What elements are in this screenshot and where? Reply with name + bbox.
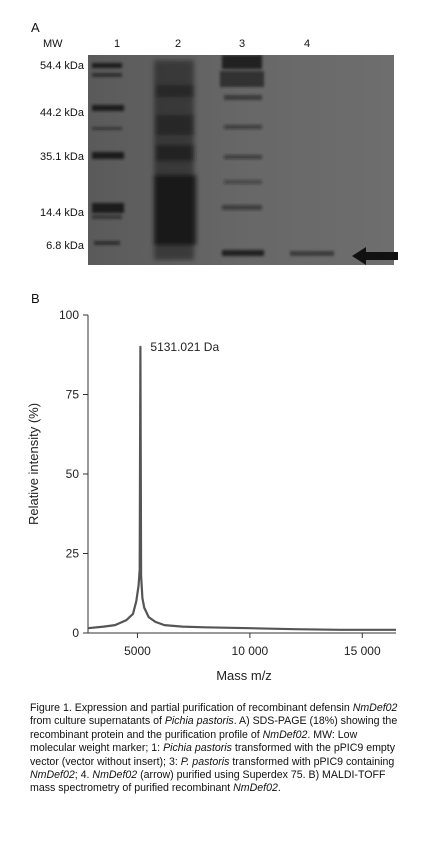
caption-text-8: (arrow) purified using Superdex 75. B) M… [30, 769, 386, 795]
lane-4 [290, 251, 334, 256]
y-tick-label: 0 [72, 626, 79, 640]
panel-a-label: A [31, 20, 40, 35]
y-tick-label: 100 [59, 308, 79, 322]
caption-gene-2: NmDef02 [262, 728, 308, 741]
caption-organism-2: Pichia pastoris [163, 742, 232, 755]
caption-gene-4: NmDef02 [92, 769, 138, 782]
caption-text-7: ; 4. [74, 769, 93, 782]
panel-b-label: B [31, 291, 40, 306]
gel-mw-header: MW [43, 38, 63, 50]
x-tick-label: 5000 [124, 644, 151, 658]
caption-text-5: transformed with the pPIC9 empty vector … [30, 742, 396, 768]
x-axis-label: Mass m/z [216, 668, 272, 683]
arrow-icon [352, 247, 398, 270]
caption-text-6: transformed with pPIC9 containing [229, 755, 395, 768]
x-tick-label: 10 000 [232, 644, 269, 658]
gel-lane-4-label: 4 [304, 38, 311, 50]
caption-gene-5: NmDef02 [233, 782, 278, 795]
marker-6-label: 6.8 kDa [46, 240, 84, 252]
caption-text-9: . [277, 782, 281, 795]
caption-text-1: Figure 1. Expression and partial purific… [30, 702, 353, 714]
caption-text-2: from culture supernatants of [30, 715, 165, 728]
marker-35-label: 35.1 kDa [39, 151, 84, 163]
caption-text-3: . A) SDS-PAGE (18%) showing the recombin… [30, 715, 398, 741]
y-tick-label: 25 [66, 547, 80, 561]
lane-2 [154, 60, 196, 260]
maldi-chart: 0 25 50 75 100 5000 10 000 15 000 Mass m/z Relati… [0, 300, 423, 695]
y-tick-label: 50 [66, 467, 80, 481]
peak-annotation: 5131.021 Da [150, 340, 219, 354]
caption-organism-1: Pichia pastoris [164, 715, 234, 728]
gel-lane-3-label: 3 [239, 38, 246, 50]
y-tick-label: 75 [66, 388, 80, 402]
caption-gene-3: NmDef02 [30, 769, 75, 782]
marker-54-label: 54.4 kDa [39, 60, 84, 72]
y-axis-label: Relative intensity (%) [26, 403, 41, 525]
lane-3 [220, 55, 264, 256]
marker-lane [92, 63, 124, 245]
caption-organism-short: P. pastoris [180, 755, 230, 768]
spectrum-line [87, 345, 396, 631]
caption-text-4: . MW: Low molecular weight marker; 1: [30, 728, 358, 755]
figure-caption: Figure 1. Expression and partial purific… [30, 702, 402, 796]
x-tick-label: 15 000 [344, 644, 381, 658]
gel-lane-1-label: 1 [114, 38, 121, 50]
sds-page-gel [88, 55, 394, 265]
caption-gene-1: NmDef02 [352, 702, 398, 714]
marker-44-label: 44.2 kDa [39, 107, 84, 119]
gel-lane-2-label: 2 [175, 38, 182, 50]
marker-14-label: 14.4 kDa [39, 207, 84, 219]
